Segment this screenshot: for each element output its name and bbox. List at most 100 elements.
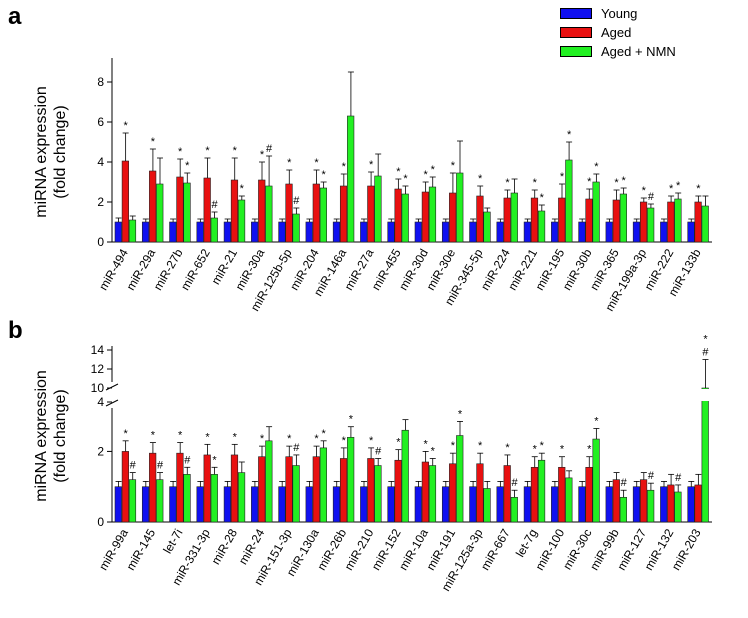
bar-aged-nmn-mir-27b <box>183 182 191 243</box>
x-tick-label-let-7i: let-7i <box>160 527 185 557</box>
bar-young-mir-99b <box>605 486 613 523</box>
significance-star: * <box>342 435 347 447</box>
bar-young-mir-130a <box>305 486 313 523</box>
significance-star: * <box>560 444 565 456</box>
bar-aged-mir-99a <box>121 451 129 523</box>
bar-aged-mir-146a <box>339 185 348 243</box>
significance-star: * <box>431 445 436 457</box>
significance-star: * <box>642 185 647 197</box>
bar-young-mir-30d <box>414 221 422 243</box>
bar-aged-nmn-mir-30a <box>265 185 273 243</box>
bar-aged-mir-221 <box>530 197 539 243</box>
bar-young-mir-222 <box>660 221 668 243</box>
bar-young-mir-125b-5p <box>278 221 286 243</box>
bar-aged-nmn-mir-29a <box>156 183 164 243</box>
significance-star: * <box>594 161 599 173</box>
bar-aged-nmn-mir-146a <box>347 115 355 243</box>
bar-aged-nmn-mir-27a <box>374 175 382 243</box>
significance-star: * <box>233 431 238 443</box>
bar-aged-nmn-mir-331-3p <box>210 474 218 523</box>
significance-star: * <box>321 428 326 440</box>
significance-hash: # <box>157 460 164 472</box>
bar-aged-nmn-mir-199a-3p <box>647 207 655 243</box>
bar-young-mir-210 <box>360 486 368 523</box>
bar-aged-mir-455 <box>394 188 402 243</box>
y-tick-label: 10 <box>91 381 105 395</box>
significance-hash: # <box>184 454 191 466</box>
bar-aged-mir-151-3p <box>285 456 293 523</box>
bar-young-mir-100 <box>551 486 559 523</box>
bar-young-mir-667 <box>496 486 504 523</box>
bar-young-mir-30a <box>251 221 259 243</box>
bar-aged-nmn-mir-221 <box>537 210 546 243</box>
significance-star: * <box>240 183 245 195</box>
significance-star: * <box>287 157 292 169</box>
y-tick-label: 8 <box>97 75 104 89</box>
bar-aged-mir-195 <box>558 197 566 243</box>
y-tick-label: 4 <box>97 155 104 169</box>
bar-aged-nmn-mir-191 <box>456 435 464 523</box>
bar-young-mir-145 <box>141 486 150 523</box>
significance-hash: # <box>648 191 655 203</box>
significance-star: * <box>205 145 210 157</box>
y-tick-label: 2 <box>97 195 104 209</box>
significance-star: * <box>560 171 565 183</box>
bar-aged-nmn-mir-30d <box>428 186 437 243</box>
significance-star: * <box>260 433 265 445</box>
bar-aged-mir-125a-3p <box>476 463 484 523</box>
significance-star: * <box>423 438 428 450</box>
significance-hash: # <box>130 460 137 472</box>
significance-star: * <box>212 454 217 466</box>
bar-aged-mir-652 <box>203 177 211 243</box>
bar-aged-mir-204 <box>312 183 320 243</box>
bar-aged-nmn-mir-99a <box>128 479 137 523</box>
significance-star: * <box>321 169 326 181</box>
bar-aged-nmn-mir-195 <box>565 159 573 243</box>
bar-aged-mir-224 <box>503 197 511 243</box>
bar-aged-nmn-mir-132 <box>674 491 682 523</box>
significance-star: * <box>431 164 436 176</box>
significance-star: * <box>703 334 708 346</box>
bar-young-mir-365 <box>605 221 613 243</box>
significance-star: * <box>260 149 265 161</box>
bar-aged-mir-30c <box>585 466 593 523</box>
legend-swatch-young <box>560 8 592 19</box>
bar-break-gap <box>701 389 709 401</box>
bar-young-mir-132 <box>660 486 668 523</box>
significance-star: * <box>423 169 428 181</box>
bar-aged-mir-30d <box>421 191 429 243</box>
bar-aged-nmn-mir-10a <box>428 465 437 523</box>
axis-break-mark <box>105 399 119 407</box>
significance-star: * <box>342 161 347 173</box>
bar-young-mir-195 <box>551 221 559 243</box>
bar-aged-mir-199a-3p <box>639 201 648 243</box>
significance-star: * <box>369 159 374 171</box>
bar-aged-mir-331-3p <box>203 454 211 523</box>
bar-aged-mir-133b <box>694 201 702 243</box>
significance-hash: # <box>211 199 218 211</box>
bar-young-mir-455 <box>387 221 395 243</box>
bar-young-mir-146a <box>332 221 341 243</box>
bar-aged-mir-222 <box>667 201 675 243</box>
significance-star: * <box>587 176 592 188</box>
bar-young-mir-24 <box>251 486 259 523</box>
significance-hash: # <box>293 195 300 207</box>
significance-star: * <box>185 160 190 172</box>
bar-aged-nmn-mir-224 <box>510 192 518 243</box>
bar-aged-mir-203 <box>694 484 702 523</box>
significance-star: * <box>205 431 210 443</box>
bar-young-mir-99a <box>114 486 122 523</box>
bar-young-mir-203 <box>687 486 695 523</box>
bar-aged-nmn-mir-667 <box>510 496 518 523</box>
bar-aged-nmn-mir-21 <box>237 199 246 243</box>
bar-young-mir-127 <box>632 486 641 523</box>
bar-aged-mir-667 <box>503 465 511 523</box>
legend-label-aged: Aged <box>601 25 632 40</box>
significance-star: * <box>314 157 319 169</box>
y-axis-label: miRNA expression <box>33 370 50 502</box>
y-tick-label: 4 <box>97 395 104 409</box>
significance-star: * <box>369 435 374 447</box>
bar-young-mir-152 <box>387 486 395 523</box>
significance-star: * <box>178 430 183 442</box>
